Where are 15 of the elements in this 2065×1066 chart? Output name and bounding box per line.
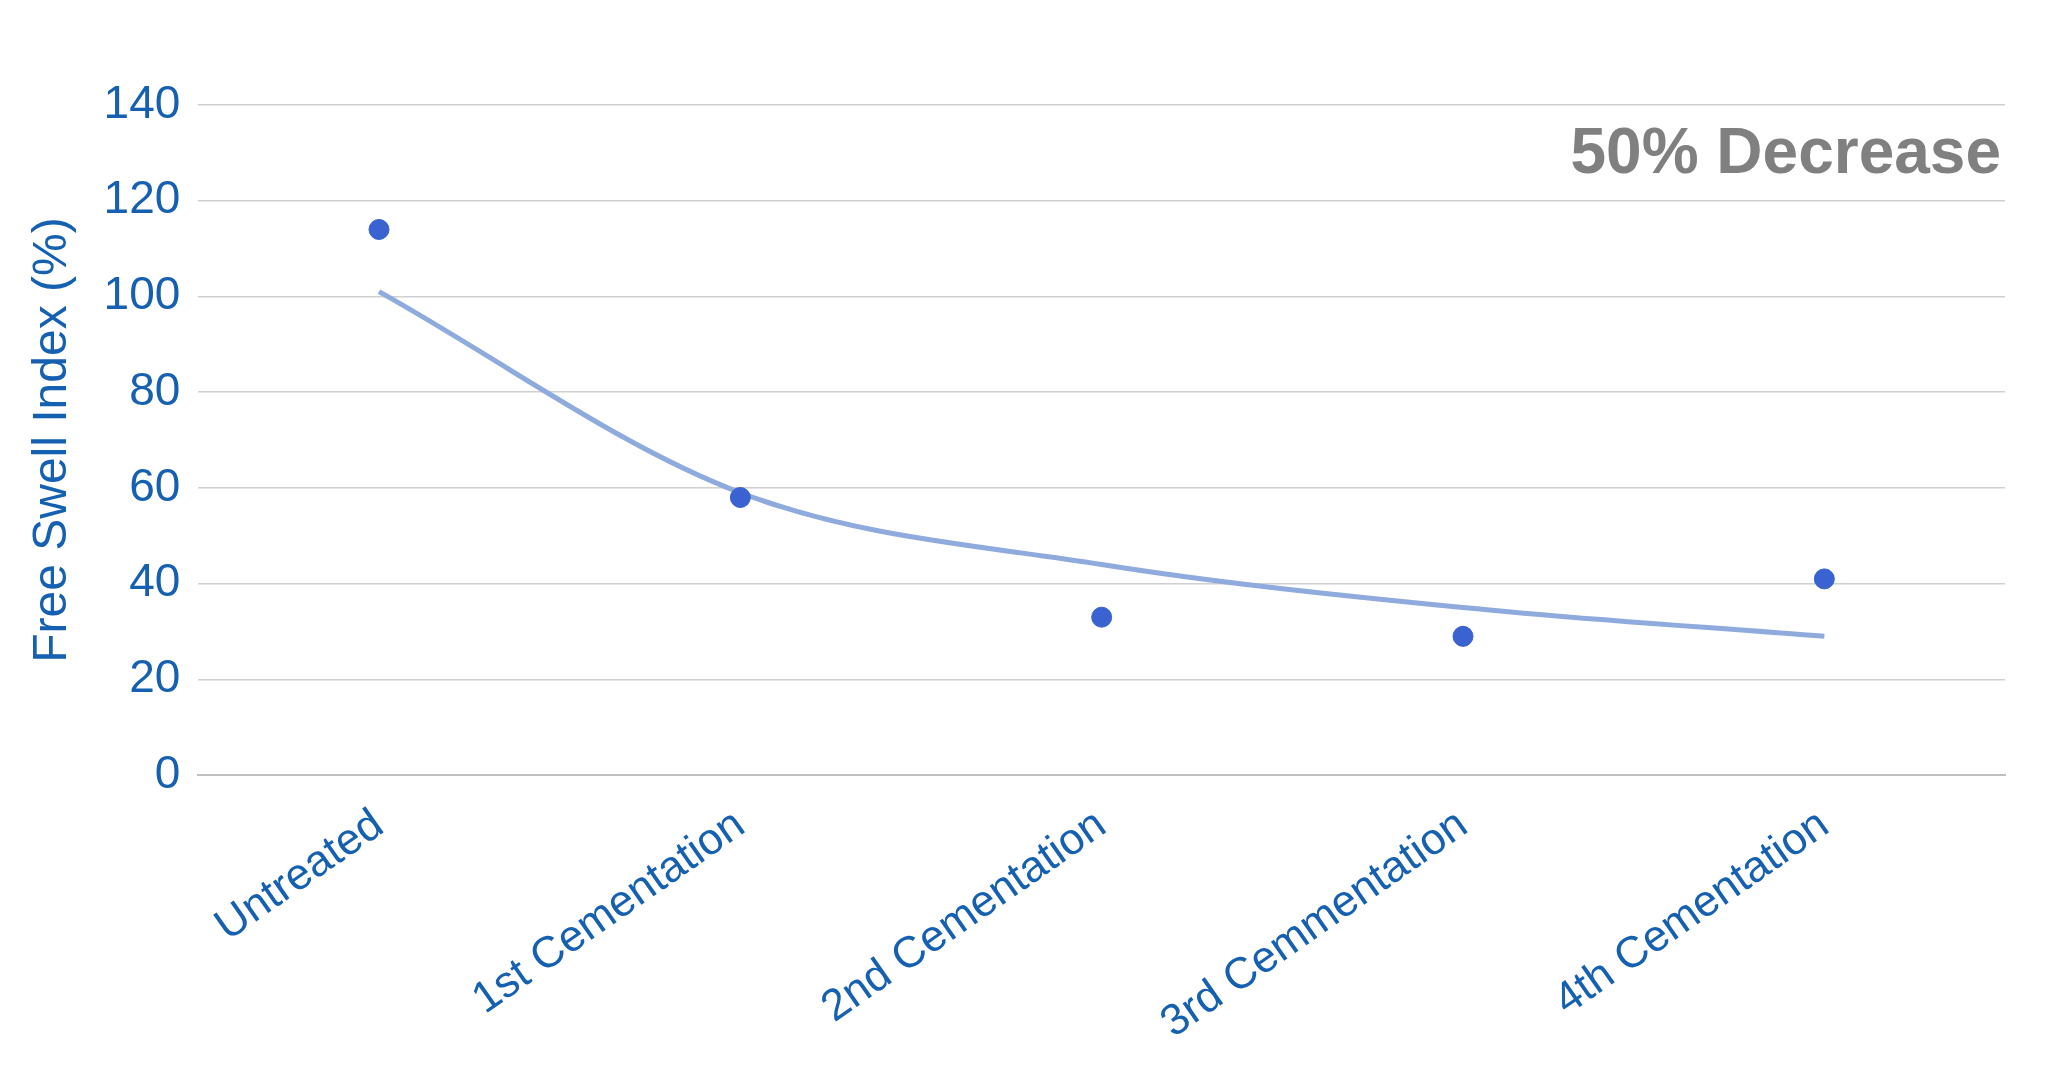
annotation: 50% Decrease bbox=[1570, 114, 2001, 187]
y-tick-label: 60 bbox=[129, 458, 181, 511]
y-tick-label: 20 bbox=[129, 650, 181, 703]
y-tick-label: 80 bbox=[129, 362, 181, 415]
point bbox=[1091, 606, 1113, 628]
y-axis-title: Free Swell Index (%) bbox=[23, 217, 77, 663]
point bbox=[1452, 625, 1474, 647]
point bbox=[368, 218, 390, 240]
y-tick-label: 100 bbox=[103, 267, 181, 320]
y-tick-label: 140 bbox=[103, 75, 181, 128]
y-tick-label: 40 bbox=[129, 554, 181, 607]
point bbox=[1813, 568, 1835, 590]
y-tick-label: 120 bbox=[103, 171, 181, 224]
point bbox=[729, 487, 751, 509]
y-tick-label: 0 bbox=[154, 745, 181, 798]
